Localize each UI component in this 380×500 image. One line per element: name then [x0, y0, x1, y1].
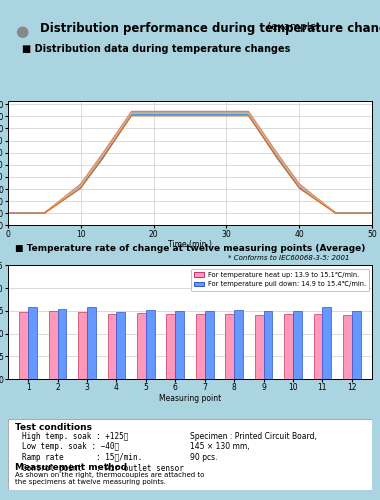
X-axis label: Time (min.): Time (min.): [168, 240, 212, 249]
Bar: [116, 312, 125, 379]
Bar: [255, 315, 264, 379]
Text: ●: ●: [15, 24, 28, 39]
Bar: [343, 316, 352, 379]
Bar: [49, 312, 58, 379]
Bar: [19, 312, 28, 379]
Text: (example): (example): [264, 22, 320, 32]
Text: * Conforms to IEC60068-3-5: 2001: * Conforms to IEC60068-3-5: 2001: [228, 256, 350, 262]
Bar: [264, 311, 272, 379]
Bar: [352, 312, 361, 379]
Bar: [78, 312, 87, 379]
X-axis label: Measuring point: Measuring point: [159, 394, 221, 402]
Bar: [58, 309, 66, 379]
Bar: [175, 312, 184, 379]
Text: Low temp. soak : −40℃: Low temp. soak : −40℃: [22, 442, 119, 452]
Text: 90 pcs.: 90 pcs.: [190, 453, 217, 462]
Bar: [146, 310, 155, 379]
Bar: [314, 314, 322, 379]
Bar: [322, 307, 331, 379]
Bar: [293, 312, 302, 379]
Text: Specimen : Printed Circuit Board,: Specimen : Printed Circuit Board,: [190, 432, 317, 441]
Bar: [284, 314, 293, 379]
Text: Ramp rate       : 15℃/min.: Ramp rate : 15℃/min.: [22, 453, 142, 462]
Bar: [87, 307, 96, 379]
Text: As shown on the right, thermocouples are attached to
the specimens at twelve mea: As shown on the right, thermocouples are…: [15, 472, 204, 484]
Bar: [166, 314, 175, 379]
Bar: [196, 314, 205, 379]
Bar: [108, 314, 116, 379]
Text: High temp. soak : +125℃: High temp. soak : +125℃: [22, 432, 128, 441]
Bar: [137, 313, 146, 379]
Text: 145 × 130 mm,: 145 × 130 mm,: [190, 442, 250, 452]
Bar: [28, 307, 37, 379]
Text: ■ Distribution data during temperature changes: ■ Distribution data during temperature c…: [22, 44, 291, 54]
Text: Test conditions: Test conditions: [15, 422, 92, 432]
Bar: [225, 314, 234, 379]
Text: Control point   : Air outlet sensor: Control point : Air outlet sensor: [22, 464, 184, 472]
Text: ■ Temperature rate of change at twelve measuring points (Average): ■ Temperature rate of change at twelve m…: [15, 244, 366, 253]
Bar: [234, 310, 243, 379]
Bar: [205, 311, 214, 379]
Legend: For temperature heat up: 13.9 to 15.1℃/min., For temperature pull down: 14.9 to : For temperature heat up: 13.9 to 15.1℃/m…: [191, 268, 369, 290]
Text: Measurement method: Measurement method: [15, 463, 127, 472]
Text: Distribution performance during temperature changes: Distribution performance during temperat…: [40, 22, 380, 35]
